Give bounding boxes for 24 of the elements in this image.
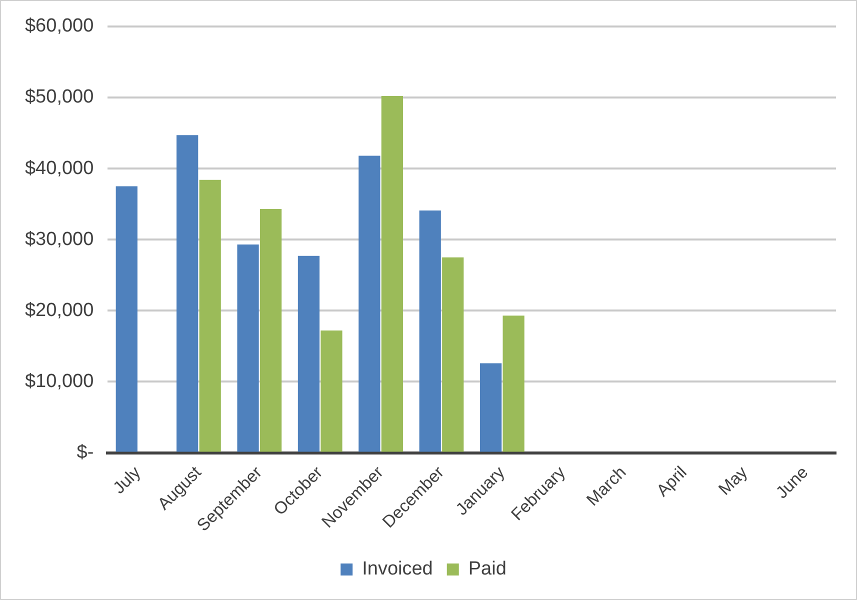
bar	[320, 330, 342, 452]
bar	[381, 96, 403, 452]
x-tick-label: May	[714, 462, 752, 499]
y-tick-label: $10,000	[24, 370, 94, 392]
legend-label: Paid	[468, 558, 506, 580]
y-tick-label: $20,000	[24, 300, 94, 321]
bar	[502, 316, 524, 452]
bar	[419, 210, 441, 452]
bar	[199, 180, 221, 452]
bar	[480, 363, 502, 452]
bar	[237, 244, 259, 452]
bar	[116, 186, 138, 452]
y-tick-label: $50,000	[24, 86, 94, 108]
bar	[358, 156, 380, 452]
legend-label: Invoiced	[362, 558, 433, 580]
y-tick-label: $60,000	[24, 16, 94, 37]
bar	[442, 257, 464, 452]
x-tick-label: July	[109, 462, 145, 498]
y-tick-label: $-	[76, 442, 94, 464]
bar	[260, 209, 282, 452]
bar	[298, 256, 320, 452]
y-tick-label: $40,000	[24, 158, 94, 179]
y-tick-label: $30,000	[24, 228, 94, 250]
bar	[176, 135, 198, 452]
